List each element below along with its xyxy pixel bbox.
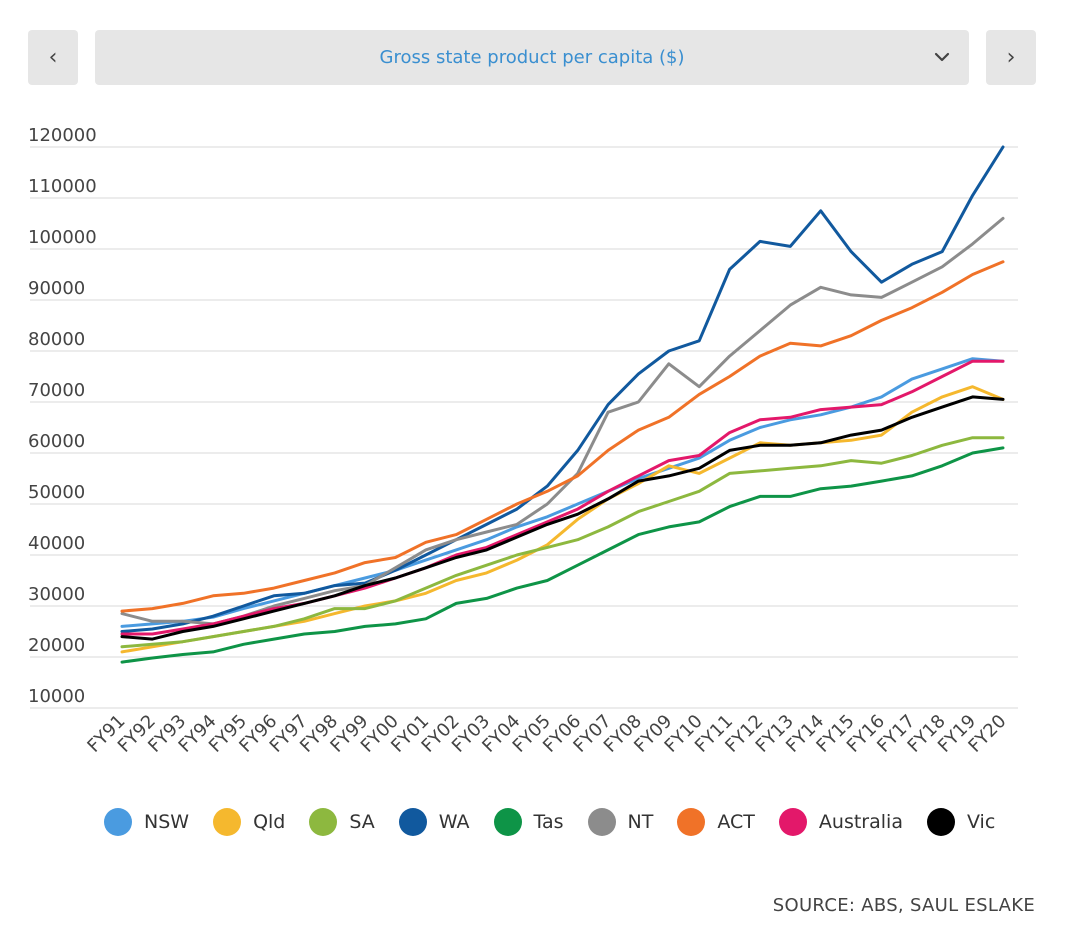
metric-select[interactable]: Gross state product per capita ($) — [95, 30, 969, 85]
x-axis-ticks: FY91FY92FY93FY94FY95FY96FY97FY98FY99FY00… — [83, 711, 1010, 757]
legend-label: SA — [349, 811, 375, 833]
series-line-australia — [120, 359, 1005, 636]
legend-item-australia[interactable]: Australia — [778, 808, 903, 836]
source-caption: SOURCE: ABS, SAUL ESLAKE — [772, 895, 1035, 916]
y-tick-label: 40000 — [28, 533, 85, 554]
legend-swatch — [677, 808, 706, 836]
series-line-nsw — [120, 357, 1005, 628]
legend-swatch — [926, 808, 955, 836]
legend-label: ACT — [717, 811, 755, 833]
legend-swatch — [398, 808, 427, 836]
series-line-nt — [120, 216, 1005, 626]
series-line-vic — [120, 395, 1005, 641]
y-tick-label: 90000 — [28, 278, 85, 299]
legend-item-tas[interactable]: Tas — [493, 808, 564, 836]
y-tick-label: 50000 — [28, 482, 85, 503]
legend-item-sa[interactable]: SA — [309, 808, 375, 836]
legend-label: Tas — [533, 811, 564, 833]
y-tick-label: 10000 — [28, 686, 85, 707]
y-tick-label: 30000 — [28, 584, 85, 605]
chevron-left-icon: ‹ — [48, 45, 58, 70]
legend-item-vic[interactable]: Vic — [926, 808, 996, 836]
y-axis-ticks: 120000 110000 100000 90000 80000 70000 60000 50… — [28, 125, 97, 707]
series-lines — [120, 145, 1005, 664]
series-line-tas — [120, 446, 1005, 664]
legend: NSW Qld SA WA Tas NT ACT Australia Vic — [104, 808, 1019, 836]
y-tick-label: 20000 — [28, 635, 85, 656]
y-tick-label: 80000 — [28, 329, 85, 350]
series-line-sa — [120, 436, 1005, 649]
legend-label: WA — [438, 811, 470, 833]
series-line-act — [120, 260, 1005, 613]
legend-swatch — [587, 808, 616, 836]
legend-item-act[interactable]: ACT — [677, 808, 755, 836]
legend-label: NSW — [144, 811, 190, 833]
legend-item-nsw[interactable]: NSW — [104, 808, 189, 836]
metric-select-label: Gross state product per capita ($) — [379, 47, 685, 68]
legend-label: Qld — [253, 811, 286, 833]
legend-swatch — [213, 808, 242, 836]
chevron-down-icon — [934, 52, 950, 62]
y-tick-label: 100000 — [28, 227, 97, 248]
y-tick-label: 60000 — [28, 431, 85, 452]
legend-item-nt[interactable]: NT — [587, 808, 654, 836]
legend-swatch — [309, 808, 338, 836]
legend-label: NT — [627, 811, 654, 833]
y-tick-label: 70000 — [28, 380, 85, 401]
y-tick-label: 120000 — [28, 125, 97, 146]
prev-button[interactable]: ‹ — [28, 30, 78, 85]
legend-label: Australia — [818, 811, 903, 833]
series-line-wa — [120, 145, 1005, 633]
legend-label: Vic — [966, 811, 996, 833]
legend-item-wa[interactable]: WA — [398, 808, 470, 836]
y-tick-label: 110000 — [28, 176, 97, 197]
chevron-right-icon: › — [1006, 45, 1016, 70]
legend-swatch — [493, 808, 522, 836]
legend-item-qld[interactable]: Qld — [213, 808, 285, 836]
next-button[interactable]: › — [986, 30, 1036, 85]
line-chart: 120000 110000 100000 90000 80000 70000 60000 50… — [28, 125, 1018, 757]
legend-swatch — [104, 808, 132, 836]
legend-swatch — [778, 808, 807, 836]
